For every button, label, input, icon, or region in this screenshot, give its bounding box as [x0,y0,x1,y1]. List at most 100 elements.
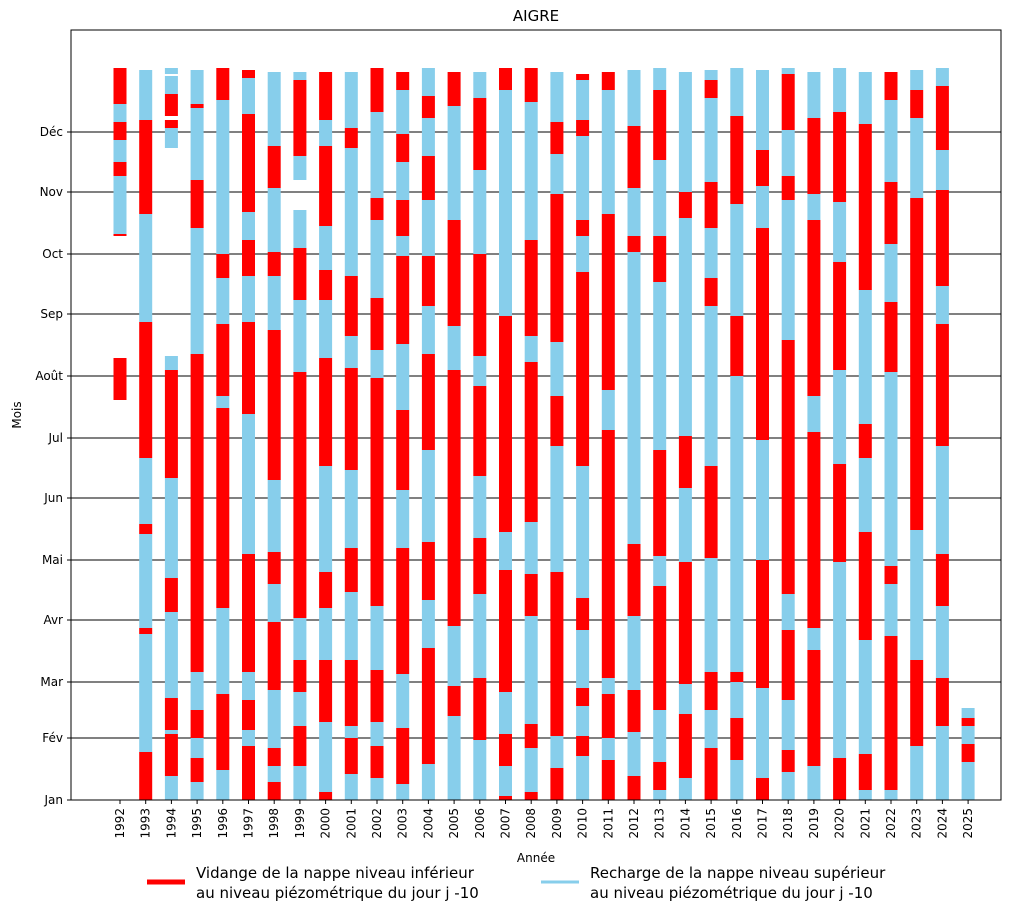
bar-segment-recharge [730,68,744,116]
bar-segment-recharge [421,118,435,156]
bar-segment-vidange [884,302,898,372]
bar-segment-recharge [242,212,255,240]
bar-segment-recharge [756,70,769,150]
bar-segment-vidange [576,74,590,80]
bar-segment-recharge [576,466,590,598]
bar-segment-vidange [601,214,615,390]
bar-segment-recharge [216,100,230,254]
x-tick-label: 2022 [884,808,898,839]
x-tick-label: 2004 [421,808,435,839]
bar-segment-recharge [833,202,847,262]
bar-segment-recharge [781,700,795,750]
bar-segment-recharge [678,218,692,436]
bar-segment-recharge [473,594,487,678]
bar-segment-recharge [473,170,487,254]
bar-segment-vidange [421,256,435,306]
x-tick-label: 2008 [524,808,538,839]
bar-year-1994 [164,68,178,800]
bar-segment-vidange [627,126,641,188]
bar-segment-recharge [344,72,358,128]
bar-segment-recharge [730,682,744,718]
bar-year-2015 [704,70,718,800]
bar-segment-vidange [704,182,718,228]
bar-segment-vidange [858,754,872,790]
bar-segment-recharge [499,766,512,796]
bar-segment-recharge [370,606,384,670]
bar-segment-vidange [190,710,204,738]
bar-segment-recharge [293,618,307,660]
bar-segment-recharge [216,770,230,800]
bar-segment-recharge [139,70,153,120]
chart-title: AIGRE [513,7,559,25]
bar-segment-recharge [319,120,333,146]
bar-segment-vidange [807,650,821,766]
bar-segment-recharge [293,210,307,248]
bar-segment-recharge [730,760,744,800]
x-tick-label: 1993 [139,808,153,839]
bar-segment-recharge [576,80,590,120]
bar-segment-recharge [601,678,615,694]
bar-segment-vidange [396,134,410,162]
bar-year-2017 [756,70,769,800]
bar-year-2010 [576,74,590,800]
x-tick-label: 2021 [858,808,872,839]
bar-segment-recharge [421,600,435,648]
bar-segment-recharge [319,722,333,792]
x-tick-label: 1998 [267,808,281,839]
bar-segment-vidange [421,96,435,118]
bar-segment-vidange [576,120,590,136]
bar-segment-vidange [576,220,590,236]
x-tick-label: 1994 [164,808,178,839]
bar-segment-recharge [139,214,153,322]
bar-segment-recharge [781,68,795,74]
bar-segment-recharge [447,716,461,800]
bar-segment-recharge [935,606,949,678]
bar-segment-vidange [961,744,975,762]
bar-segment-recharge [807,194,821,220]
bar-year-1996 [216,68,230,800]
plot-frame [70,29,1002,801]
bar-segment-recharge [242,276,255,322]
bar-segment-recharge [293,156,307,180]
bar-segment-vidange [524,240,538,336]
bar-segment-recharge [858,640,872,754]
bar-segment-recharge [267,480,281,552]
bar-segment-vidange [447,370,461,626]
bar-segment-recharge [319,466,333,572]
bar-segment-vidange [242,700,255,730]
bar-segment-recharge [756,186,769,228]
bar-year-1999 [293,72,307,800]
bar-segment-vidange [396,72,410,90]
y-tick-label: Mar [40,675,63,689]
bar-segment-vidange [242,70,255,78]
bar-segment-vidange [164,370,178,478]
bar-segment-vidange [781,74,795,130]
bar-segment-vidange [730,116,744,204]
bar-segment-recharge [756,688,769,778]
bar-segment-recharge [190,108,204,180]
bar-year-2012 [627,70,641,800]
x-axis-label: Année [517,851,555,865]
bar-segment-recharge [370,350,384,378]
bar-segment-vidange [524,792,538,800]
bar-segment-vidange [781,630,795,700]
y-tick-label: Mai [42,553,63,567]
bar-segment-vidange [216,324,230,396]
bar-segment-vidange [884,182,898,244]
bar-segment-vidange [344,276,358,336]
bar-segment-vidange [601,694,615,738]
bar-segment-vidange [781,750,795,772]
bar-segment-vidange [216,68,230,100]
bar-segment-vidange [293,660,307,692]
bar-segment-recharge [576,706,590,736]
bar-segment-vidange [370,378,384,606]
bar-segment-vidange [396,728,410,784]
bar-year-2002 [370,68,384,800]
bar-segment-recharge [884,372,898,566]
x-tick-label: 2006 [473,808,487,839]
bar-segment-vidange [499,68,512,90]
bar-segment-recharge [858,72,872,124]
x-tick-label: 2012 [627,808,641,839]
bar-segment-vidange [370,198,384,220]
bar-segment-vidange [781,340,795,594]
